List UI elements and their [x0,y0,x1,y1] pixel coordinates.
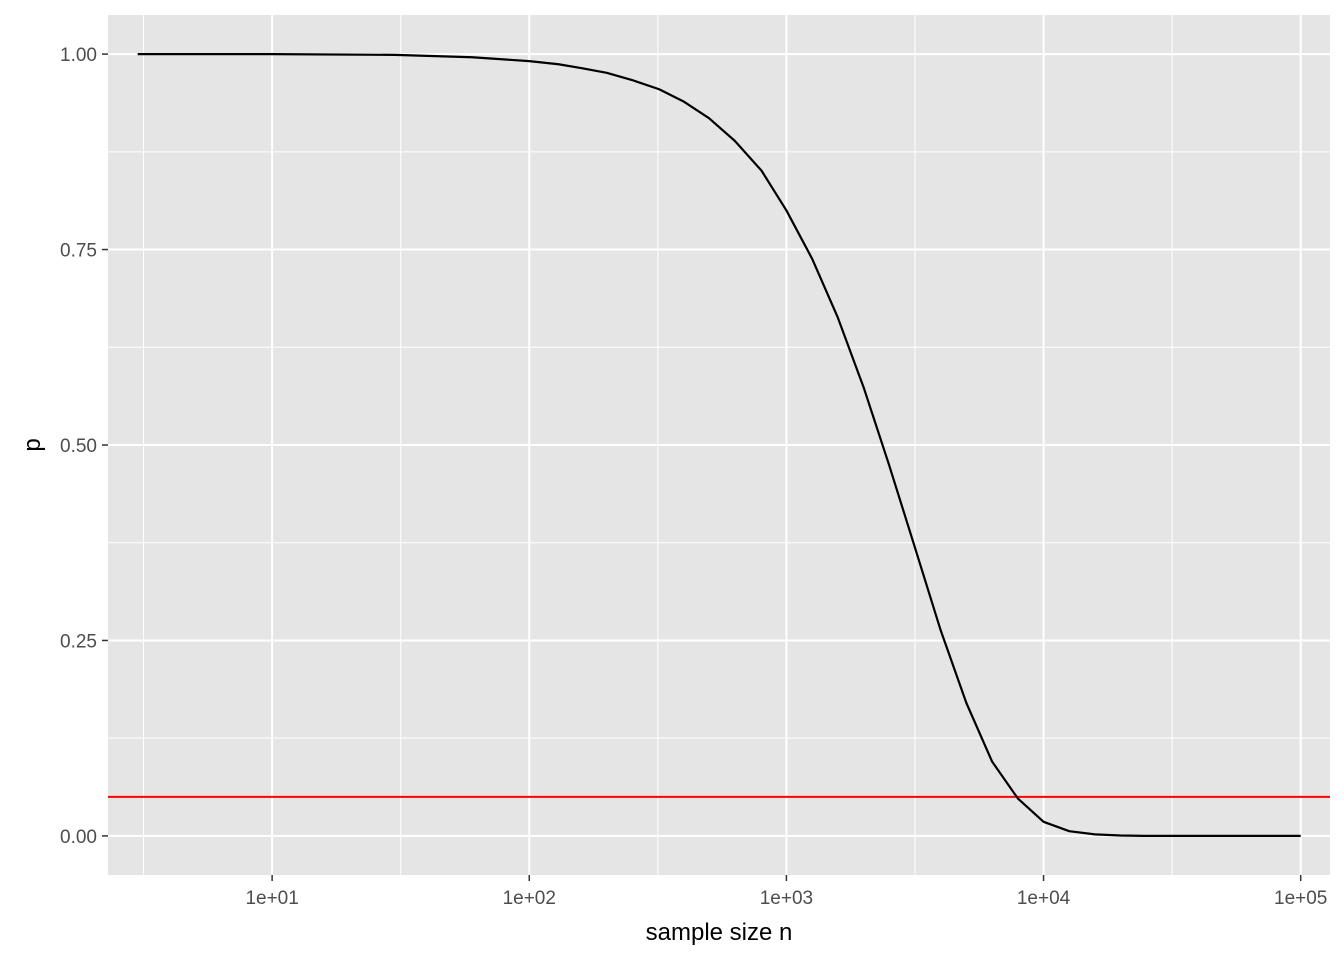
x-tick-label: 1e+04 [1017,888,1071,909]
x-axis-title: sample size n [646,919,793,946]
axis-tick-labels: 1e+01 1e+02 1e+03 1e+04 1e+05 0.00 0.25 0.50 0.7… [60,45,1327,909]
y-tick-label: 1.00 [60,45,97,66]
series [137,52,1301,838]
x-tick-label: 1e+02 [503,888,556,909]
y-axis-title: p [19,438,46,451]
x-tick-label: 1e+01 [245,888,298,909]
y-tick-label: 0.00 [60,827,97,848]
y-tick-label: 0.25 [60,631,97,652]
x-tick-label: 1e+05 [1274,888,1327,909]
grid-major [108,15,1330,875]
axis-ticks [102,53,1302,881]
series-line [137,52,1301,838]
x-tick-label: 1e+03 [760,888,813,909]
y-tick-label: 0.75 [60,241,97,262]
y-tick-label: 0.50 [60,436,97,457]
